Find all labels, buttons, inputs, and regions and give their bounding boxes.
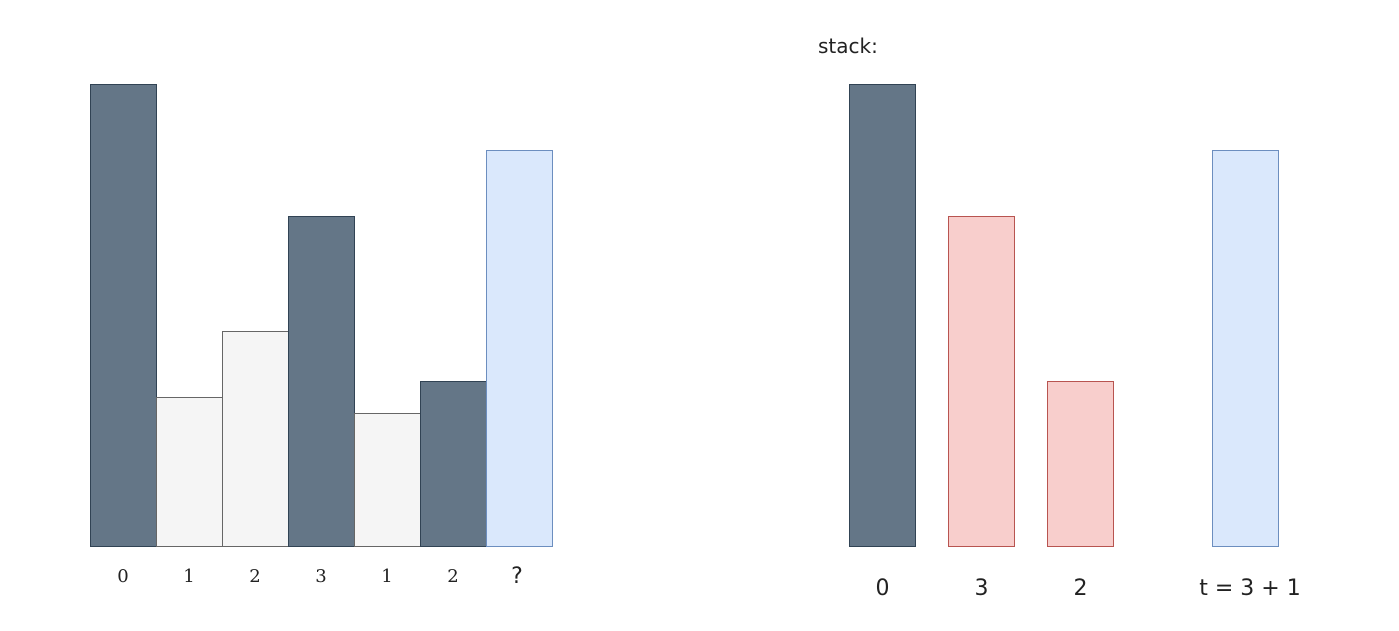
left-bar-5 (420, 381, 487, 547)
stack-title: stack: (818, 34, 878, 58)
stack-bar-2 (1047, 381, 1114, 547)
left-label-5: 2 (447, 566, 459, 587)
stack-bar-1 (948, 216, 1015, 547)
left-label-2: 2 (249, 566, 261, 587)
left-bar-0 (90, 84, 157, 547)
stack-label-0: 0 (875, 576, 890, 601)
left-label-3: 3 (315, 566, 327, 587)
left-label-0: 0 (117, 566, 129, 587)
stack-bar-3 (1212, 150, 1279, 547)
left-bar-6 (486, 150, 553, 547)
left-bar-2 (222, 331, 289, 547)
left-bar-4 (354, 413, 421, 547)
left-label-6: ? (511, 564, 523, 589)
left-bar-1 (156, 397, 223, 547)
stack-label-3: t = 3 + 1 (1199, 576, 1301, 601)
left-label-4: 1 (381, 566, 393, 587)
stack-label-2: 2 (1073, 576, 1088, 601)
stack-label-1: 3 (974, 576, 989, 601)
stack-bar-0 (849, 84, 916, 547)
left-bar-3 (288, 216, 355, 547)
left-label-1: 1 (183, 566, 195, 587)
